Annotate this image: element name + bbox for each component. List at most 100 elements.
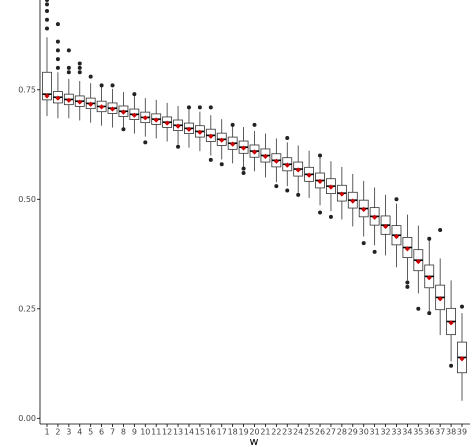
x-tick-label: 28 [337, 428, 347, 437]
mean-marker [55, 95, 61, 101]
outlier [176, 144, 181, 149]
outlier [405, 280, 410, 285]
outlier [252, 122, 257, 127]
y-tick-label: 0.75 [18, 85, 36, 94]
mean-marker [153, 117, 159, 123]
x-tick-label: 5 [88, 428, 93, 437]
mean-marker [251, 149, 258, 155]
mean-marker [306, 172, 312, 178]
y-tick-label: 0.50 [18, 195, 36, 204]
x-tick-label: 20 [249, 428, 259, 437]
mean-marker [240, 145, 247, 151]
outlier [394, 197, 399, 202]
outlier [208, 105, 213, 110]
x-tick-label: 7 [110, 428, 115, 437]
outlier [186, 105, 191, 110]
x-tick-label: 29 [348, 428, 358, 437]
x-tick-label: 15 [195, 428, 205, 437]
mean-marker [328, 184, 334, 190]
outlier [66, 65, 71, 70]
outlier [328, 214, 333, 219]
mean-marker [197, 129, 203, 135]
outlier [77, 65, 82, 70]
x-tick-label: 8 [121, 428, 126, 437]
x-axis-title: w [250, 435, 259, 447]
outlier [45, 26, 49, 31]
x-tick-label: 6 [99, 428, 104, 437]
outlier [460, 304, 464, 309]
x-tick-label: 26 [315, 428, 325, 437]
x-tick-label: 4 [77, 428, 82, 437]
outlier [55, 65, 60, 70]
x-tick-label: 25 [304, 428, 314, 437]
outlier [121, 127, 126, 132]
mean-marker [284, 162, 290, 168]
y-tick-label: 0.25 [18, 304, 36, 313]
x-tick-label: 18 [228, 428, 238, 437]
outlier [197, 105, 202, 110]
x-tick-label: 30 [359, 428, 369, 437]
box [42, 71, 52, 101]
mean-marker [295, 167, 301, 173]
outlier [99, 83, 104, 88]
outlier [241, 171, 246, 176]
outlier [55, 39, 60, 44]
mean-marker [350, 198, 356, 204]
outlier [55, 22, 60, 27]
outlier [219, 162, 224, 167]
outlier [45, 17, 49, 22]
x-tick-label: 36 [424, 428, 434, 437]
outlier [296, 192, 301, 197]
mean-marker [164, 120, 170, 126]
outlier [274, 184, 279, 189]
x-tick-label: 2 [55, 428, 60, 437]
x-tick-label: 22 [271, 428, 281, 437]
mean-marker [404, 246, 410, 252]
mean-marker [208, 133, 214, 139]
outlier [318, 210, 323, 215]
mean-marker [448, 320, 454, 326]
outlier [372, 249, 377, 254]
outlier [45, 0, 49, 2]
mean-marker [273, 158, 279, 164]
x-tick-label: 12 [162, 428, 172, 437]
mean-marker [426, 275, 432, 281]
x-tick-label: 34 [402, 428, 412, 437]
x-tick-label: 14 [184, 428, 194, 437]
outlier [77, 70, 82, 75]
mean-marker [109, 106, 116, 112]
x-tick-label: 35 [413, 428, 423, 437]
outlier [361, 241, 366, 246]
outlier [230, 122, 235, 127]
x-tick-label: 24 [293, 428, 303, 437]
mean-marker [317, 178, 323, 184]
outlier [132, 92, 137, 97]
outlier [285, 135, 290, 140]
x-tick-label: 19 [238, 428, 248, 437]
y-tick-label: 0.00 [18, 414, 36, 423]
x-tick-label: 21 [260, 428, 270, 437]
mean-marker [142, 115, 148, 121]
mean-marker [415, 258, 421, 265]
outlier [285, 188, 290, 193]
x-tick-label: 16 [206, 428, 216, 437]
mean-marker [88, 101, 94, 107]
mean-marker [120, 109, 127, 115]
x-tick-label: 3 [66, 428, 71, 437]
mean-marker [459, 356, 465, 362]
outlier [449, 363, 454, 368]
x-tick-label: 1 [44, 428, 49, 437]
mean-marker [230, 141, 236, 147]
outlier [45, 2, 49, 7]
mean-marker [219, 137, 225, 143]
outlier [110, 83, 115, 88]
outlier [427, 236, 432, 241]
mean-marker [66, 97, 72, 103]
mean-marker [372, 214, 378, 220]
outlier [438, 227, 443, 232]
x-tick-label: 39 [457, 428, 467, 437]
mean-marker [437, 296, 443, 302]
x-tick-label: 27 [326, 428, 336, 437]
mean-marker [175, 123, 181, 129]
outlier [416, 306, 421, 311]
